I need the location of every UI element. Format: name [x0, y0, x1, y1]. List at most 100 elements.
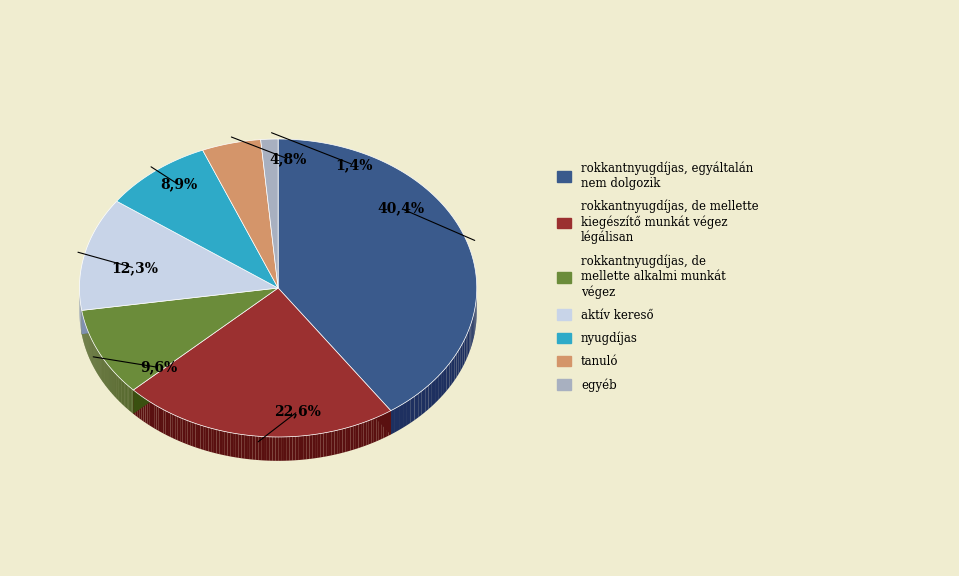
Polygon shape	[348, 427, 351, 452]
Polygon shape	[464, 336, 466, 363]
Polygon shape	[141, 396, 144, 422]
Polygon shape	[447, 363, 450, 391]
Polygon shape	[135, 392, 137, 417]
Polygon shape	[82, 288, 278, 390]
Polygon shape	[150, 401, 152, 427]
Polygon shape	[171, 413, 173, 438]
Polygon shape	[450, 360, 452, 388]
Polygon shape	[432, 380, 435, 406]
Polygon shape	[211, 429, 214, 453]
Polygon shape	[363, 422, 366, 446]
Polygon shape	[133, 288, 391, 437]
Polygon shape	[222, 431, 224, 456]
Polygon shape	[154, 404, 156, 430]
Polygon shape	[272, 437, 275, 461]
Polygon shape	[418, 391, 422, 418]
Polygon shape	[144, 397, 146, 423]
Polygon shape	[326, 432, 329, 456]
Polygon shape	[264, 437, 267, 461]
Polygon shape	[395, 406, 399, 433]
Polygon shape	[376, 416, 379, 441]
Polygon shape	[384, 413, 386, 438]
Polygon shape	[267, 437, 269, 461]
Polygon shape	[261, 437, 264, 460]
Polygon shape	[250, 435, 252, 460]
Polygon shape	[139, 395, 141, 420]
Polygon shape	[452, 357, 455, 384]
Polygon shape	[362, 422, 363, 447]
Polygon shape	[298, 436, 301, 460]
Polygon shape	[463, 339, 464, 367]
Polygon shape	[429, 382, 432, 409]
Polygon shape	[317, 434, 320, 458]
Polygon shape	[410, 396, 414, 423]
Polygon shape	[382, 414, 384, 439]
Polygon shape	[391, 408, 395, 434]
Polygon shape	[342, 428, 345, 453]
Polygon shape	[441, 370, 444, 397]
Polygon shape	[220, 430, 222, 455]
Polygon shape	[193, 423, 196, 448]
Polygon shape	[425, 385, 429, 412]
Polygon shape	[371, 419, 374, 444]
Polygon shape	[137, 393, 139, 418]
Polygon shape	[320, 433, 323, 457]
Polygon shape	[366, 420, 369, 445]
Polygon shape	[407, 399, 410, 425]
Polygon shape	[414, 393, 418, 420]
Polygon shape	[332, 431, 335, 455]
Text: 40,4%: 40,4%	[378, 202, 425, 215]
Polygon shape	[159, 407, 161, 432]
Polygon shape	[133, 288, 278, 414]
Polygon shape	[329, 431, 332, 456]
Polygon shape	[152, 403, 154, 429]
Polygon shape	[177, 416, 180, 441]
Polygon shape	[185, 420, 188, 445]
Polygon shape	[261, 139, 278, 288]
Polygon shape	[206, 427, 208, 452]
Polygon shape	[399, 404, 403, 430]
Polygon shape	[353, 425, 356, 450]
Polygon shape	[200, 425, 203, 450]
Polygon shape	[196, 423, 198, 448]
Polygon shape	[214, 429, 217, 453]
Polygon shape	[117, 150, 278, 288]
Polygon shape	[278, 139, 477, 411]
Polygon shape	[133, 390, 135, 415]
Polygon shape	[458, 347, 461, 374]
Polygon shape	[133, 288, 278, 414]
Polygon shape	[227, 432, 230, 456]
Polygon shape	[284, 437, 287, 461]
Polygon shape	[255, 436, 258, 460]
Polygon shape	[224, 431, 227, 456]
Polygon shape	[468, 328, 469, 356]
Polygon shape	[239, 434, 242, 458]
Polygon shape	[338, 430, 339, 454]
Polygon shape	[310, 435, 313, 459]
Polygon shape	[182, 419, 185, 444]
Polygon shape	[345, 427, 348, 452]
Polygon shape	[82, 288, 278, 334]
Polygon shape	[301, 435, 304, 460]
Polygon shape	[356, 425, 359, 449]
Polygon shape	[374, 418, 376, 442]
Polygon shape	[456, 350, 458, 377]
Text: 12,3%: 12,3%	[111, 261, 158, 275]
Polygon shape	[146, 399, 148, 424]
Polygon shape	[245, 435, 247, 459]
Polygon shape	[148, 400, 150, 426]
Polygon shape	[471, 321, 472, 348]
Text: 22,6%: 22,6%	[274, 404, 321, 418]
Polygon shape	[466, 332, 468, 359]
Polygon shape	[461, 343, 463, 370]
Polygon shape	[472, 317, 473, 345]
Polygon shape	[80, 201, 278, 310]
Polygon shape	[278, 288, 391, 434]
Polygon shape	[208, 427, 211, 452]
Polygon shape	[307, 435, 310, 459]
Polygon shape	[292, 437, 295, 460]
Polygon shape	[359, 423, 362, 448]
Polygon shape	[351, 426, 353, 450]
Polygon shape	[379, 415, 382, 440]
Text: 1,4%: 1,4%	[335, 158, 372, 172]
